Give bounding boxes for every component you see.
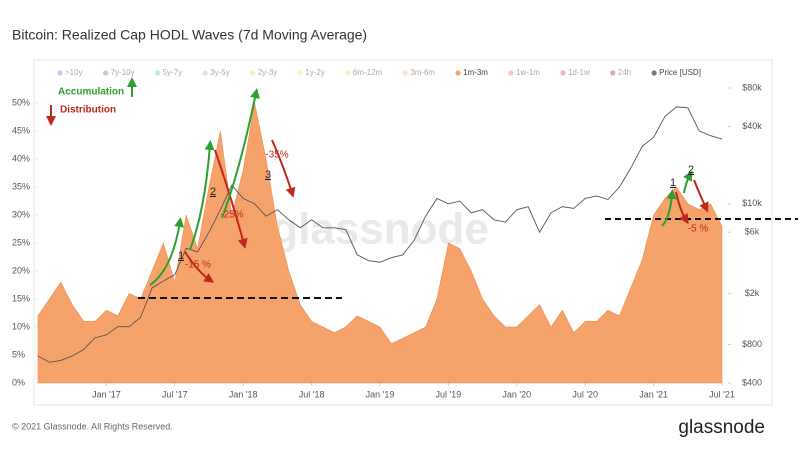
legend-label: >10y (65, 68, 83, 77)
annotation: -35% (265, 150, 288, 161)
chart-frame (33, 59, 773, 406)
x-tick-label: Jan '17 (92, 389, 121, 399)
y-tick-label: 20% (12, 265, 30, 275)
x-tick-label: Jul '21 (709, 389, 735, 399)
price-line (37, 106, 723, 363)
accumulation-arrow (221, 88, 260, 219)
legend-label: 6m-12m (353, 68, 383, 77)
legend-swatch (610, 70, 616, 76)
legend-label: 1w-1m (516, 68, 540, 77)
y-tick-label: 5% (12, 349, 25, 359)
y2-tick-label: $80k (742, 82, 762, 92)
legend-label: 1m-3m (463, 68, 488, 77)
y2-tick-label: $400 (742, 377, 762, 387)
x-tick-label: Jul '17 (162, 389, 188, 399)
legend-swatch (508, 70, 514, 76)
accumulation-arrow (149, 217, 185, 286)
legend-label: 3m-6m (410, 68, 435, 77)
y2-tick-label: $2k (745, 288, 760, 298)
y-tick-label: 30% (12, 209, 30, 219)
y-tick-label: 25% (12, 237, 30, 247)
accumulation-arrow (683, 170, 693, 194)
y-tick-label: 10% (12, 321, 30, 331)
accumulation-arrow (661, 189, 677, 227)
footer: © 2021 Glassnode. All Rights Reserved. (12, 421, 173, 431)
watermark: glassnode (271, 205, 489, 254)
legend-swatch (102, 70, 109, 76)
y2-tick-label: $6k (745, 227, 760, 237)
annotation: 1 (178, 250, 184, 262)
legend-swatch (455, 70, 461, 76)
y-tick-label: 40% (12, 153, 30, 163)
legend-swatch (202, 70, 208, 76)
annotation: 2 (688, 164, 694, 176)
annotation: -25% (220, 210, 243, 221)
legend-label: Price [USD] (659, 68, 701, 77)
legend-swatch (651, 70, 657, 76)
legend-swatch (154, 70, 161, 76)
x-tick-label: Jan '19 (366, 389, 395, 399)
x-tick-label: Jan '20 (502, 389, 531, 399)
annotation: Accumulation (58, 87, 124, 98)
annotation: Distribution (60, 105, 116, 116)
y2-tick-label: $40k (742, 121, 762, 131)
brand-logo: glassnode (678, 417, 765, 438)
legend-label: 1y-2y (305, 68, 325, 77)
legend-label: 24h (618, 68, 631, 77)
legend-label: 2y-3y (258, 68, 278, 77)
x-tick-label: Jan '18 (229, 389, 258, 399)
legend-label: 5y-7y (163, 68, 183, 77)
accumulation-arrow (189, 140, 215, 251)
annotation: -5 % (688, 224, 709, 235)
legend-label: 7y-10y (111, 68, 135, 77)
annotation: 3 (265, 169, 271, 181)
y2-tick-label: $10k (742, 198, 762, 208)
legend-label: 1d-1w (568, 68, 590, 77)
x-tick-label: Jan '21 (639, 389, 668, 399)
distribution-arrow (184, 251, 215, 283)
legend-swatch (345, 70, 351, 76)
legend-swatch (402, 70, 408, 76)
annotation: -15 % (185, 260, 211, 271)
area-series (37, 103, 723, 384)
x-tick-label: Jul '18 (299, 389, 325, 399)
y-tick-label: 15% (12, 293, 30, 303)
legend-swatch (57, 70, 63, 76)
legend-swatch (297, 70, 303, 76)
distribution-arrow (693, 179, 709, 213)
distribution-arrow (675, 191, 689, 225)
legend-swatch (560, 70, 566, 76)
x-tick-label: Jul '19 (436, 389, 462, 399)
distribution-arrow (271, 139, 296, 198)
annotation: 2 (210, 186, 216, 198)
y-tick-label: 35% (12, 181, 30, 191)
distribution-arrow (214, 149, 248, 249)
x-tick-label: Jul '20 (572, 389, 598, 399)
legend-label: 3y-5y (210, 68, 230, 77)
y-tick-label: 0% (12, 377, 25, 387)
y-tick-label: 45% (12, 125, 30, 135)
y-tick-label: 50% (12, 97, 30, 107)
y2-tick-label: $800 (742, 339, 762, 349)
chart-title: Bitcoin: Realized Cap HODL Waves (7d Mov… (12, 27, 367, 43)
annotation: 1 (670, 177, 676, 189)
legend-swatch (250, 70, 256, 76)
